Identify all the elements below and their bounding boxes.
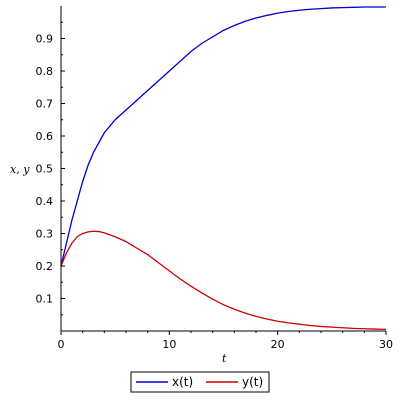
x-tick-label: 30 [379,338,393,351]
legend: x(t) y(t) [130,371,270,393]
y-tick-label: 0.2 [36,260,54,273]
x-tick-label: 0 [58,338,65,351]
x-axis-label: t [222,352,227,365]
y-axis-label: x, y [10,163,30,176]
plot-lines [60,6,387,331]
y-tick-label: 0.8 [36,65,54,78]
x-tick-label: 20 [271,338,285,351]
axes [60,6,387,335]
y-tick-labels: 0.1 0.2 0.3 0.4 0.5 0.6 0.7 0.8 0.9 [36,33,54,306]
y-tick-label: 0.9 [36,33,54,46]
y-tick-label: 0.1 [36,293,54,306]
y-tick-label: 0.7 [36,98,54,111]
y-tick-label: 0.4 [36,195,54,208]
x-tick-label: 10 [162,338,176,351]
y-tick-label: 0.5 [36,163,54,176]
legend-box [130,371,270,393]
x-tick-labels: 0 10 20 30 [58,338,394,351]
y-tick-label: 0.6 [36,130,54,143]
y-tick-label: 0.3 [36,228,54,241]
legend-label: x(t) [172,375,193,389]
series-line-y [60,230,387,331]
legend-label: y(t) [242,375,263,389]
series-line-x [60,6,386,267]
